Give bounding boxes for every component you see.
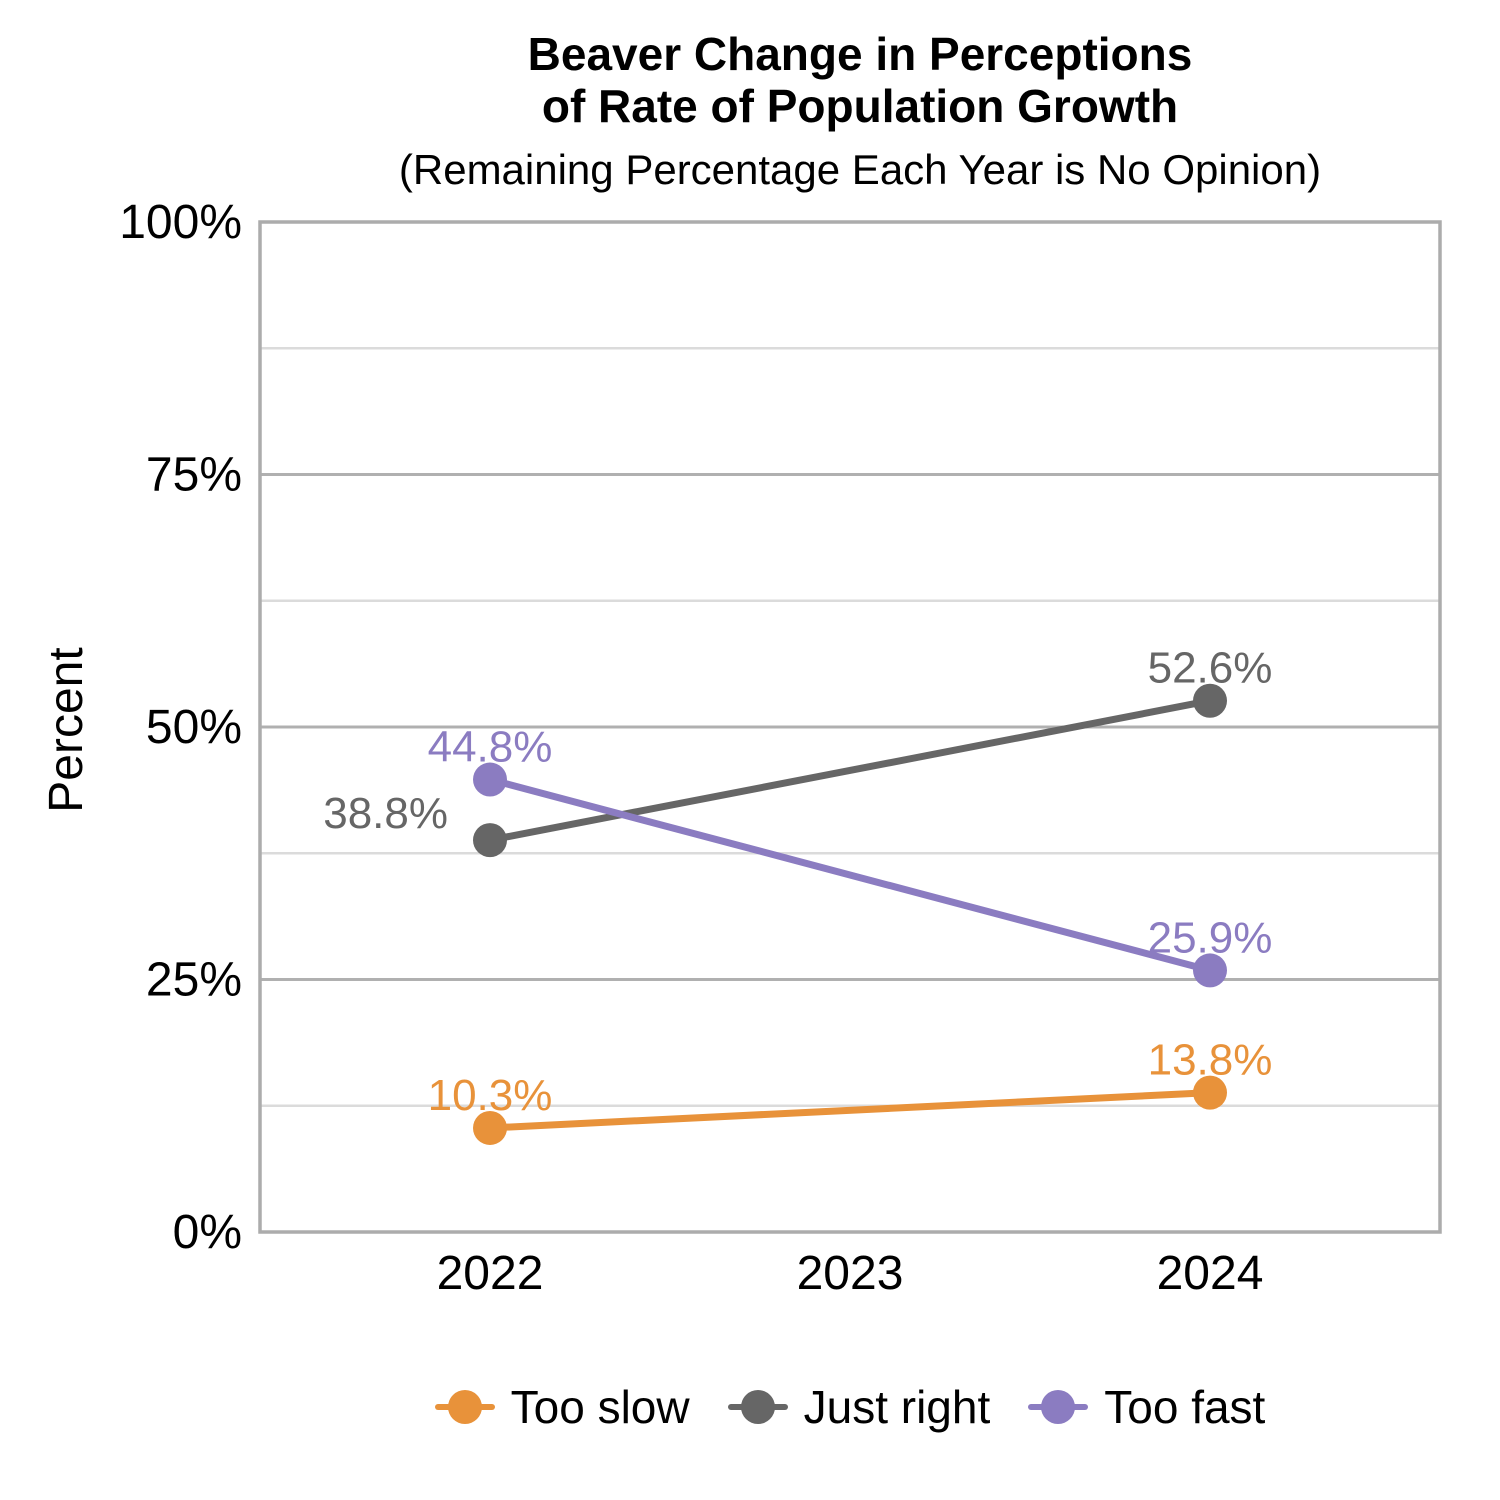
data-point-label: 44.8%: [428, 723, 553, 772]
data-point: [473, 762, 507, 797]
legend-label: Too slow: [510, 1381, 690, 1433]
data-point-label: 10.3%: [428, 1071, 553, 1120]
data-point: [1193, 953, 1227, 988]
chart-title: Beaver Change in Perceptions of Rate of …: [527, 28, 1193, 132]
legend-key-dot: [740, 1390, 775, 1424]
data-point: [1193, 1075, 1227, 1110]
y-tick-label: 0%: [173, 1206, 242, 1259]
legend-item-too-fast: Too fast: [1028, 1380, 1265, 1434]
chart-subtitle: (Remaining Percentage Each Year is No Op…: [398, 146, 1322, 193]
data-point: [473, 1110, 507, 1145]
legend-key-circle-line: [1028, 1387, 1089, 1427]
x-tick-label: 2022: [437, 1247, 544, 1300]
legend-item-too-slow: Too slow: [434, 1380, 690, 1434]
series-line: [489, 1089, 1211, 1132]
y-tick-label: 75%: [146, 449, 242, 502]
legend-key-circle-line: [727, 1387, 788, 1427]
x-tick-label: 2024: [1157, 1247, 1264, 1300]
y-tick-label: 50%: [146, 701, 242, 754]
panel-border: [258, 220, 1442, 1234]
x-tick-label: 2023: [797, 1247, 904, 1300]
y-tick-label: 100%: [119, 196, 242, 249]
data-point-label: 52.6%: [1148, 644, 1273, 693]
data-point-label: 13.8%: [1148, 1036, 1273, 1085]
y-tick-label: 25%: [146, 954, 242, 1007]
legend-key-circle-line: [434, 1387, 495, 1427]
data-point-label: 38.8%: [323, 789, 448, 838]
data-point-label: 25.9%: [1148, 913, 1273, 962]
series-line: [489, 697, 1211, 844]
legend: Too slow Just right Too fast: [260, 1372, 1440, 1442]
legend-key-dot: [447, 1390, 482, 1424]
legend-item-just-right: Just right: [727, 1380, 991, 1434]
legend-label: Just right: [803, 1381, 991, 1433]
legend-label: Too fast: [1104, 1381, 1266, 1433]
data-point: [473, 823, 507, 858]
series-line: [489, 776, 1211, 974]
legend-key-dot: [1041, 1390, 1076, 1424]
data-point: [1193, 683, 1227, 718]
